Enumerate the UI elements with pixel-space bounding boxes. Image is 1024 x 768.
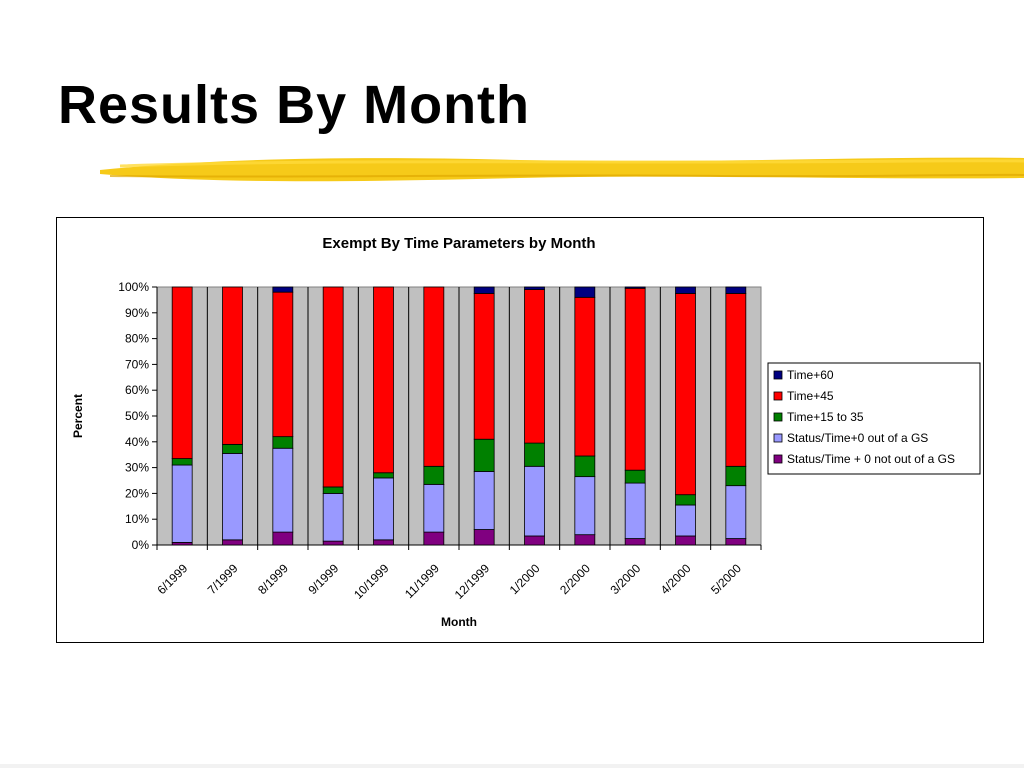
bar-segment: [725, 465, 747, 487]
y-tick-label: 80%: [125, 332, 149, 346]
y-tick-label: 30%: [125, 461, 149, 475]
bar-segment: [624, 538, 646, 546]
legend-entry: Time+60: [787, 368, 834, 382]
bar-segment: [171, 458, 193, 466]
bar-segment: [675, 494, 696, 506]
highlighter-stroke: [100, 157, 1024, 182]
bar-segment: [322, 486, 344, 494]
x-tick-label: 1/2000: [507, 561, 543, 597]
chart-title: Exempt By Time Parameters by Month: [322, 235, 595, 252]
legend-swatch: [773, 433, 783, 443]
bar-segment: [272, 447, 294, 533]
x-tick-label: 7/1999: [205, 561, 241, 597]
bar-segment: [675, 293, 696, 496]
footer-bar: [0, 764, 1024, 768]
legend-entry: Status/Time + 0 not out of a GS: [787, 452, 955, 466]
bar-segment: [574, 534, 596, 546]
legend-swatch: [773, 391, 783, 401]
y-tick-label: 20%: [125, 486, 149, 500]
y-tick-label: 60%: [125, 383, 149, 397]
legend-swatch: [773, 412, 783, 422]
bar-segment: [373, 477, 394, 541]
bar-segment: [423, 465, 445, 485]
y-tick-label: 0%: [132, 538, 150, 552]
bar-segment: [624, 287, 646, 471]
bar-segment: [524, 442, 545, 467]
y-tick-label: 70%: [125, 357, 149, 371]
bar-segment: [322, 492, 344, 542]
bar-segment: [272, 286, 294, 293]
bar-segment: [524, 465, 545, 537]
x-tick-label: 12/1999: [452, 561, 493, 602]
bar-segment: [725, 286, 747, 294]
slide-title: Results By Month: [58, 75, 531, 135]
x-tick-label: 9/1999: [305, 561, 341, 597]
bar-segment: [373, 539, 394, 546]
bar-segment: [222, 539, 243, 546]
legend-entry: Status/Time+0 out of a GS: [787, 431, 928, 445]
bar-segment: [473, 286, 495, 294]
x-tick-label: 8/1999: [255, 561, 291, 597]
x-tick-label: 10/1999: [351, 561, 392, 602]
bar-segment: [171, 286, 193, 459]
x-tick-label: 5/2000: [708, 561, 744, 597]
y-tick-label: 40%: [125, 435, 149, 449]
legend-box: [767, 362, 981, 475]
bar-segment: [423, 286, 445, 467]
chart-frame: Exempt By Time Parameters by Month 0% 10% 2…: [56, 217, 984, 643]
bar-segment: [272, 291, 294, 438]
bar-segment: [423, 483, 445, 533]
bar-segment: [373, 286, 394, 474]
bar-segment: [574, 296, 596, 457]
bar-segment: [373, 472, 394, 479]
bar-segment: [675, 504, 696, 537]
legend-entry: Time+45: [787, 389, 834, 403]
x-tick-label: 4/2000: [658, 561, 694, 597]
legend-entry: Time+15 to 35: [787, 410, 864, 424]
bar-segment: [675, 535, 696, 546]
bar-segment: [322, 540, 344, 546]
bar-segment: [725, 538, 747, 546]
bar-segment: [473, 438, 495, 472]
bar-segment: [171, 464, 193, 543]
y-axis-label: Percent: [71, 394, 85, 438]
y-tick-label: 100%: [118, 280, 149, 294]
bar-segment: [272, 436, 294, 449]
y-tick-label: 50%: [125, 409, 149, 423]
bar-segment: [574, 455, 596, 478]
bar-segment: [624, 469, 646, 484]
bar-segment: [473, 529, 495, 546]
x-tick-label: 3/2000: [607, 561, 643, 597]
bar-segment: [624, 482, 646, 539]
x-tick-label: 2/2000: [557, 561, 593, 597]
legend-swatch: [773, 370, 783, 380]
bar-segment: [574, 476, 596, 536]
bar-segment: [624, 286, 646, 289]
legend-swatch: [773, 454, 783, 464]
y-tick-label: 10%: [125, 512, 149, 526]
bar-segment: [222, 453, 243, 541]
bar-segment: [574, 286, 596, 298]
bar-segment: [222, 286, 243, 445]
bar-segment: [675, 286, 696, 294]
bar-segment: [524, 289, 545, 444]
bar-segment: [524, 286, 545, 290]
y-tick-label: 90%: [125, 306, 149, 320]
bar-segment: [222, 443, 243, 454]
bar-segment: [473, 293, 495, 440]
bar-segment: [272, 531, 294, 546]
chart: Exempt By Time Parameters by Month 0% 10% 2…: [71, 235, 981, 629]
x-axis-label: Month: [441, 615, 477, 629]
bar-segment: [725, 485, 747, 539]
bar-segment: [524, 535, 545, 546]
x-tick-label: 11/1999: [402, 561, 442, 601]
bar-segment: [725, 293, 747, 467]
x-tick-label: 6/1999: [154, 561, 190, 597]
bar-segment: [423, 531, 445, 546]
bar-segment: [473, 471, 495, 530]
bar-segment: [322, 286, 344, 488]
